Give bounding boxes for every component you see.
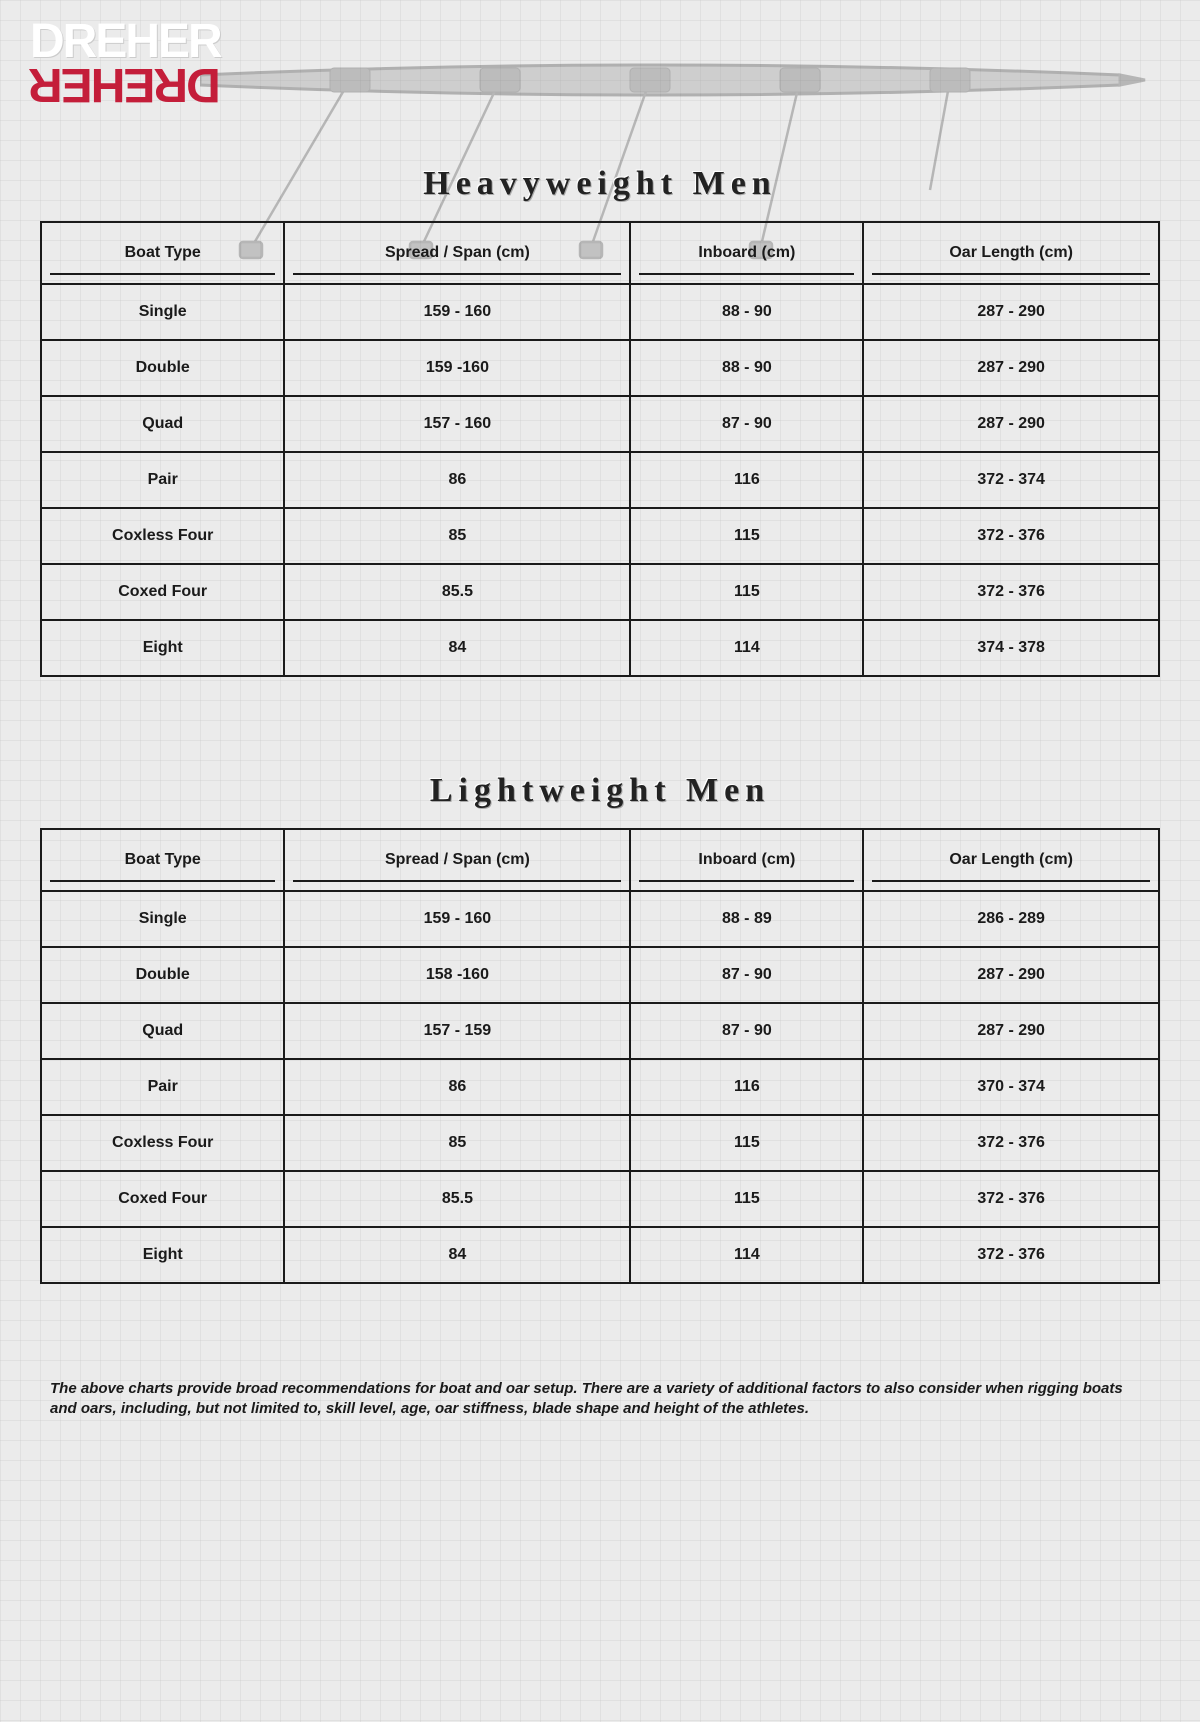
table-header-row: Boat Type Spread / Span (cm) Inboard (cm…: [41, 222, 1159, 284]
cell-inboard: 114: [630, 1227, 863, 1283]
cell-oar-length: 287 - 290: [863, 284, 1159, 340]
cell-oar-length: 372 - 376: [863, 1227, 1159, 1283]
rigging-table-heavyweight: Boat Type Spread / Span (cm) Inboard (cm…: [40, 221, 1160, 677]
table-row: Coxed Four85.5115372 - 376: [41, 564, 1159, 620]
cell-oar-length: 374 - 378: [863, 620, 1159, 676]
table-row: Quad157 - 16087 - 90287 - 290: [41, 396, 1159, 452]
cell-inboard: 116: [630, 1059, 863, 1115]
cell-inboard: 116: [630, 452, 863, 508]
cell-spread-span: 159 - 160: [284, 891, 630, 947]
table-row: Pair86116372 - 374: [41, 452, 1159, 508]
cell-inboard: 88 - 90: [630, 340, 863, 396]
cell-inboard: 88 - 89: [630, 891, 863, 947]
cell-oar-length: 287 - 290: [863, 340, 1159, 396]
col-spread-span: Spread / Span (cm): [284, 829, 630, 891]
cell-spread-span: 86: [284, 1059, 630, 1115]
rigging-table-lightweight: Boat Type Spread / Span (cm) Inboard (cm…: [40, 828, 1160, 1284]
cell-spread-span: 159 - 160: [284, 284, 630, 340]
col-oar-length: Oar Length (cm): [863, 222, 1159, 284]
col-boat-type: Boat Type: [41, 222, 284, 284]
cell-boat-type: Coxed Four: [41, 564, 284, 620]
cell-spread-span: 158 -160: [284, 947, 630, 1003]
cell-boat-type: Quad: [41, 396, 284, 452]
cell-oar-length: 287 - 290: [863, 1003, 1159, 1059]
cell-inboard: 87 - 90: [630, 947, 863, 1003]
table-row: Eight84114372 - 376: [41, 1227, 1159, 1283]
cell-boat-type: Pair: [41, 452, 284, 508]
logo-text-mirrored: DREHER: [30, 63, 221, 106]
table-body: Single159 - 16088 - 90287 - 290Double159…: [41, 284, 1159, 676]
cell-spread-span: 85.5: [284, 1171, 630, 1227]
table-row: Coxless Four85115372 - 376: [41, 1115, 1159, 1171]
cell-boat-type: Eight: [41, 620, 284, 676]
cell-spread-span: 157 - 159: [284, 1003, 630, 1059]
cell-inboard: 114: [630, 620, 863, 676]
section-heavyweight-men: Heavyweight Men Boat Type Spread / Span …: [40, 165, 1160, 677]
cell-boat-type: Quad: [41, 1003, 284, 1059]
cell-inboard: 115: [630, 508, 863, 564]
footnote-text: The above charts provide broad recommend…: [40, 1379, 1160, 1418]
cell-boat-type: Pair: [41, 1059, 284, 1115]
cell-oar-length: 287 - 290: [863, 396, 1159, 452]
cell-spread-span: 84: [284, 620, 630, 676]
col-inboard: Inboard (cm): [630, 829, 863, 891]
table-row: Single159 - 16088 - 89286 - 289: [41, 891, 1159, 947]
table-row: Eight84114374 - 378: [41, 620, 1159, 676]
cell-oar-length: 370 - 374: [863, 1059, 1159, 1115]
cell-inboard: 115: [630, 564, 863, 620]
cell-boat-type: Eight: [41, 1227, 284, 1283]
cell-spread-span: 86: [284, 452, 630, 508]
main-content: Heavyweight Men Boat Type Spread / Span …: [0, 165, 1200, 1418]
table-row: Coxless Four85115372 - 376: [41, 508, 1159, 564]
cell-spread-span: 85: [284, 1115, 630, 1171]
col-inboard: Inboard (cm): [630, 222, 863, 284]
table-row: Quad157 - 15987 - 90287 - 290: [41, 1003, 1159, 1059]
table-row: Double158 -16087 - 90287 - 290: [41, 947, 1159, 1003]
cell-oar-length: 287 - 290: [863, 947, 1159, 1003]
cell-spread-span: 157 - 160: [284, 396, 630, 452]
section-title: Lightweight Men: [40, 772, 1160, 810]
col-boat-type: Boat Type: [41, 829, 284, 891]
cell-inboard: 87 - 90: [630, 396, 863, 452]
cell-oar-length: 372 - 376: [863, 564, 1159, 620]
cell-oar-length: 372 - 374: [863, 452, 1159, 508]
cell-spread-span: 85: [284, 508, 630, 564]
cell-inboard: 88 - 90: [630, 284, 863, 340]
cell-spread-span: 85.5: [284, 564, 630, 620]
section-lightweight-men: Lightweight Men Boat Type Spread / Span …: [40, 772, 1160, 1284]
section-title: Heavyweight Men: [40, 165, 1160, 203]
cell-boat-type: Double: [41, 340, 284, 396]
col-spread-span: Spread / Span (cm): [284, 222, 630, 284]
logo-text-top: DREHER: [30, 20, 221, 63]
table-row: Coxed Four85.5115372 - 376: [41, 1171, 1159, 1227]
cell-spread-span: 159 -160: [284, 340, 630, 396]
table-row: Double159 -16088 - 90287 - 290: [41, 340, 1159, 396]
table-row: Pair86116370 - 374: [41, 1059, 1159, 1115]
cell-oar-length: 372 - 376: [863, 508, 1159, 564]
cell-boat-type: Coxless Four: [41, 508, 284, 564]
cell-spread-span: 84: [284, 1227, 630, 1283]
cell-inboard: 87 - 90: [630, 1003, 863, 1059]
col-oar-length: Oar Length (cm): [863, 829, 1159, 891]
cell-boat-type: Coxless Four: [41, 1115, 284, 1171]
table-header-row: Boat Type Spread / Span (cm) Inboard (cm…: [41, 829, 1159, 891]
table-body: Single159 - 16088 - 89286 - 289Double158…: [41, 891, 1159, 1283]
cell-boat-type: Coxed Four: [41, 1171, 284, 1227]
cell-inboard: 115: [630, 1171, 863, 1227]
cell-oar-length: 372 - 376: [863, 1171, 1159, 1227]
cell-oar-length: 372 - 376: [863, 1115, 1159, 1171]
cell-inboard: 115: [630, 1115, 863, 1171]
cell-boat-type: Single: [41, 891, 284, 947]
dreher-logo: DREHER DREHER: [30, 20, 221, 106]
cell-boat-type: Single: [41, 284, 284, 340]
cell-oar-length: 286 - 289: [863, 891, 1159, 947]
cell-boat-type: Double: [41, 947, 284, 1003]
table-row: Single159 - 16088 - 90287 - 290: [41, 284, 1159, 340]
